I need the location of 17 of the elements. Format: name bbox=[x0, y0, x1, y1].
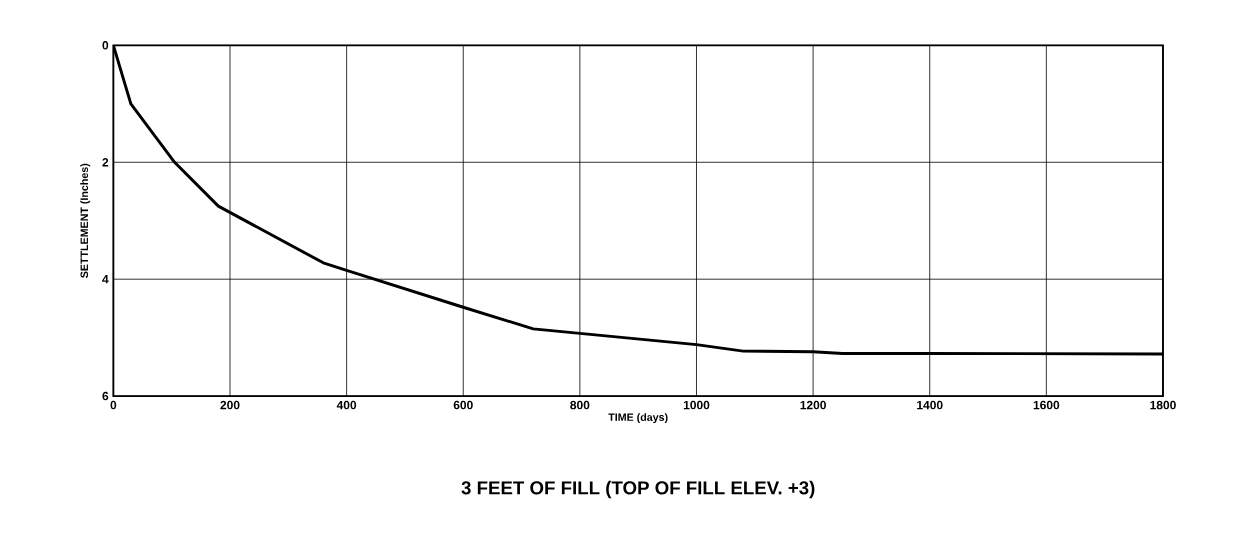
x-tick-label: 200 bbox=[220, 400, 240, 410]
y-tick-label: 2 bbox=[102, 157, 109, 167]
x-tick-label: 1800 bbox=[1150, 400, 1176, 410]
x-tick-label: 400 bbox=[336, 400, 357, 410]
y-axis-title: SETTLEMENT (Inches) bbox=[80, 163, 91, 278]
y-tick-label: 0 bbox=[102, 40, 109, 50]
x-tick-label: 1600 bbox=[1033, 400, 1060, 410]
x-axis-title: TIME (days) bbox=[608, 412, 668, 423]
y-tick-label: 6 bbox=[102, 391, 109, 401]
x-tick-label: 1000 bbox=[683, 400, 710, 410]
x-tick-label: 1200 bbox=[800, 400, 826, 410]
y-tick-label: 4 bbox=[102, 274, 109, 284]
x-tick-label: 800 bbox=[570, 400, 590, 410]
x-tick-label: 0 bbox=[110, 400, 117, 410]
x-tick-label: 600 bbox=[453, 400, 473, 410]
text: 3 FEET OF FILL (TOP OF FILL ELEV. +3) bbox=[461, 480, 815, 498]
x-tick-label: 1400 bbox=[917, 400, 943, 410]
